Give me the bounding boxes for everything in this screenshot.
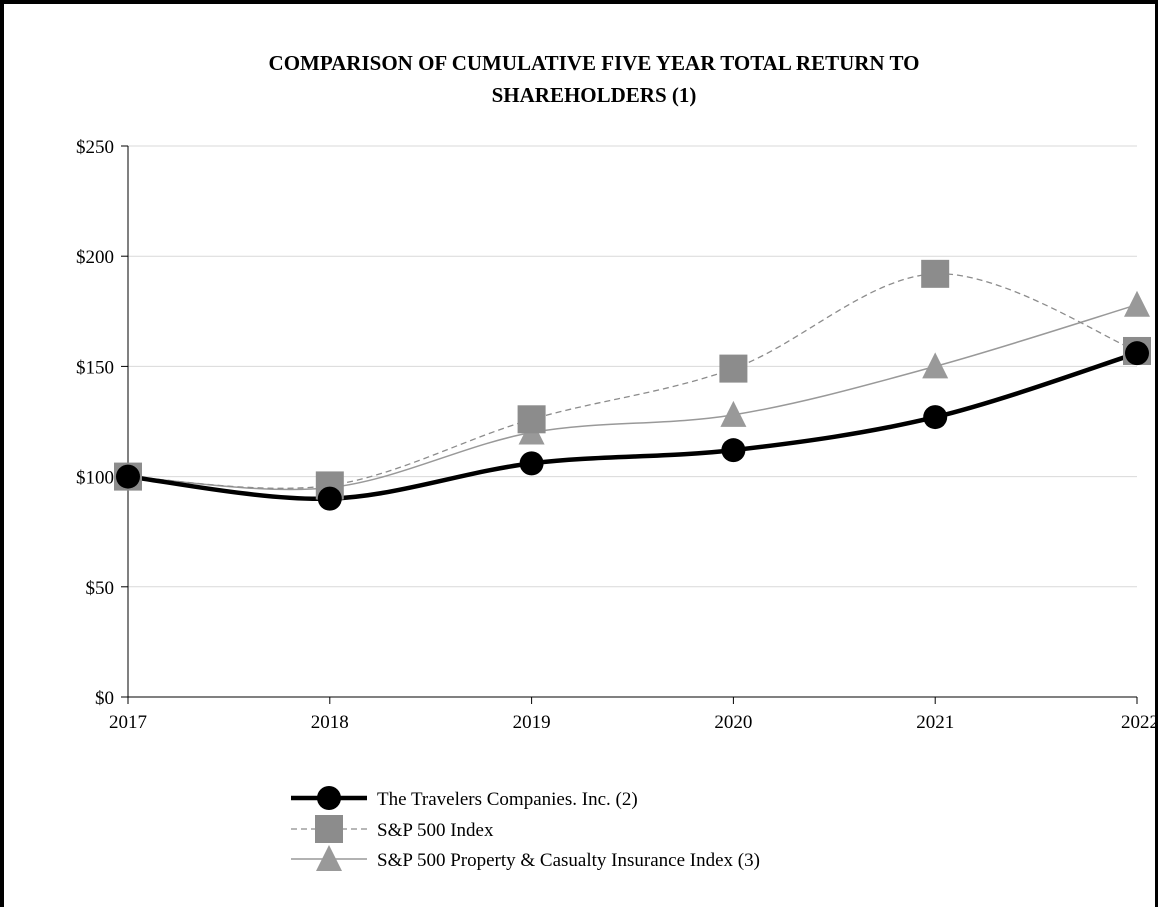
x-tick-label: 2017 (109, 712, 147, 733)
data-point-circle (116, 464, 140, 489)
series-line-circle (127, 351, 1138, 502)
axes: $0 $50 $100 $150 $200 $250 2017 2018 2019 2020 202… (76, 137, 1158, 733)
legend-marker-circle (317, 786, 341, 810)
chart-title-line-1: COMPARISON OF CUMULATIVE FIVE YEAR TOTAL… (269, 51, 920, 75)
legend-marker-triangle (316, 845, 342, 871)
y-tick-label: $250 (76, 137, 114, 158)
legend-label: S&P 500 Property & Casualty Insurance In… (377, 850, 760, 871)
series-line-triangle (127, 303, 1138, 491)
x-tick-label: 2020 (714, 712, 752, 733)
legend: The Travelers Companies. Inc. (2) S&P 500… (291, 786, 760, 871)
y-tick-label: $0 (95, 688, 114, 709)
x-tick-label: 2018 (311, 712, 349, 733)
data-point-circle (317, 486, 342, 511)
data-point-circle (923, 405, 948, 430)
y-tick-label: $150 (76, 357, 114, 378)
series-line-square (127, 273, 1138, 489)
line-chart: COMPARISON OF CUMULATIVE FIVE YEAR TOTAL… (76, 51, 1158, 871)
data-point-square (921, 259, 950, 288)
legend-label: S&P 500 Index (377, 820, 494, 841)
legend-label: The Travelers Companies. Inc. (2) (377, 789, 638, 810)
data-point-triangle (720, 400, 747, 427)
chart-title-line-2: SHAREHOLDERS (1) (492, 83, 697, 107)
data-point-circle (721, 438, 746, 463)
series-markers (114, 259, 1151, 511)
gridlines (128, 145, 1137, 588)
legend-marker-square (315, 815, 343, 843)
y-tick-label: $200 (76, 247, 114, 268)
x-tick-label: 2021 (916, 712, 954, 733)
y-tick-label: $50 (86, 578, 115, 599)
x-tick-label: 2019 (513, 712, 551, 733)
data-point-square (517, 405, 546, 434)
x-tick-label: 2022 (1121, 712, 1158, 733)
data-point-square (719, 354, 748, 383)
data-point-circle (519, 451, 544, 476)
data-point-triangle (922, 352, 949, 379)
series-lines (127, 273, 1138, 502)
y-tick-label: $100 (76, 468, 114, 489)
data-point-triangle (1124, 290, 1150, 317)
data-point-circle (1125, 341, 1149, 366)
